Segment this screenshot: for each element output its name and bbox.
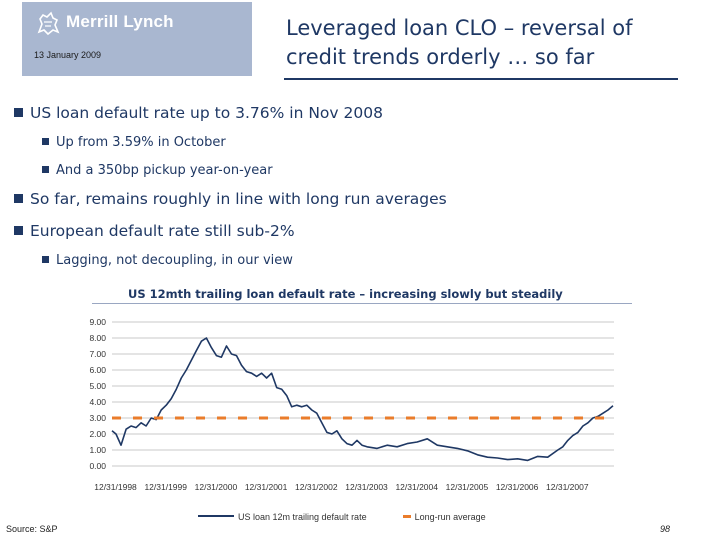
- title-line-1: Leveraged loan CLO – reversal of: [286, 16, 633, 40]
- series-line-default-rate: [111, 337, 614, 462]
- bullet-square-icon: [42, 166, 49, 173]
- legend-label-long-run-average: Long-run average: [414, 512, 486, 522]
- bull-logo-icon: [37, 11, 60, 36]
- y-tick-label: 8.00: [89, 333, 106, 343]
- chart-title-rule: [92, 303, 632, 304]
- legend-swatch-default-rate: [198, 515, 234, 517]
- x-tick-label: 12/31/2000: [195, 482, 238, 492]
- y-tick-label: 2.00: [89, 429, 106, 439]
- bullet-square-icon: [42, 138, 49, 145]
- y-tick-label: 5.00: [89, 381, 106, 391]
- x-tick-label: 12/31/2003: [345, 482, 388, 492]
- title-line-2: credit trends orderly … so far: [286, 45, 595, 69]
- y-tick-label: 6.00: [89, 365, 106, 375]
- x-tick-label: 12/31/2002: [295, 482, 338, 492]
- bullet-item: European default rate still sub-2%: [14, 222, 295, 240]
- legend-label-default-rate: US loan 12m trailing default rate: [238, 512, 367, 522]
- legend-swatch-long-run-average: [402, 515, 411, 518]
- x-tick-label: 12/31/2004: [395, 482, 438, 492]
- bullet-item: US loan default rate up to 3.76% in Nov …: [14, 104, 383, 122]
- default-rate-chart: 0.00 1.00 2.00 3.00 4.00 5.00 6.00 7.00 8.00 9.00…: [89, 317, 614, 492]
- x-tick-label: 12/31/2007: [546, 482, 589, 492]
- y-tick-label: 9.00: [89, 317, 106, 327]
- bullet-text: Lagging, not decoupling, in our view: [56, 253, 293, 268]
- logo-panel: Merrill Lynch 13 January 2009: [22, 2, 252, 76]
- report-date: 13 January 2009: [34, 50, 102, 60]
- bullet-text: And a 350bp pickup year-on-year: [56, 163, 273, 178]
- x-tick-label: 12/31/2005: [446, 482, 489, 492]
- bullet-text: US loan default rate up to 3.76% in Nov …: [30, 104, 383, 122]
- bullet-square-icon: [14, 226, 23, 235]
- page-number: 98: [660, 524, 671, 534]
- chart-title: US 12mth trailing loan default rate – in…: [128, 287, 563, 301]
- bullet-item: So far, remains roughly in line with lon…: [14, 190, 447, 208]
- y-tick-label: 7.00: [89, 349, 106, 359]
- x-tick-label: 12/31/1998: [94, 482, 137, 492]
- bullet-text: So far, remains roughly in line with lon…: [30, 190, 447, 208]
- bullet-square-icon: [14, 194, 23, 203]
- x-tick-label: 12/31/2006: [496, 482, 539, 492]
- brand-name: Merrill Lynch: [66, 12, 174, 31]
- bullet-square-icon: [14, 108, 23, 117]
- chart-legend: US loan 12m trailing default rate Long-ru…: [198, 512, 486, 522]
- y-tick-label: 0.00: [89, 461, 106, 471]
- y-tick-label: 4.00: [89, 397, 106, 407]
- bullet-item: And a 350bp pickup year-on-year: [42, 163, 273, 178]
- title-underline: [284, 78, 678, 80]
- bullet-text: European default rate still sub-2%: [30, 222, 295, 240]
- chart-area: 0.00 1.00 2.00 3.00 4.00 5.00 6.00 7.00 8.00 9.00…: [60, 306, 630, 496]
- bullet-square-icon: [42, 256, 49, 263]
- source-note: Source: S&P: [6, 524, 58, 534]
- y-tick-label: 3.00: [89, 413, 106, 423]
- bullet-text: Up from 3.59% in October: [56, 135, 226, 150]
- x-tick-label: 12/31/1999: [144, 482, 187, 492]
- y-tick-label: 1.00: [89, 445, 106, 455]
- slide-title: Leveraged loan CLO – reversal of credit …: [286, 14, 633, 72]
- bullet-item: Up from 3.59% in October: [42, 135, 226, 150]
- x-tick-label: 12/31/2001: [245, 482, 288, 492]
- bullet-item: Lagging, not decoupling, in our view: [42, 253, 293, 268]
